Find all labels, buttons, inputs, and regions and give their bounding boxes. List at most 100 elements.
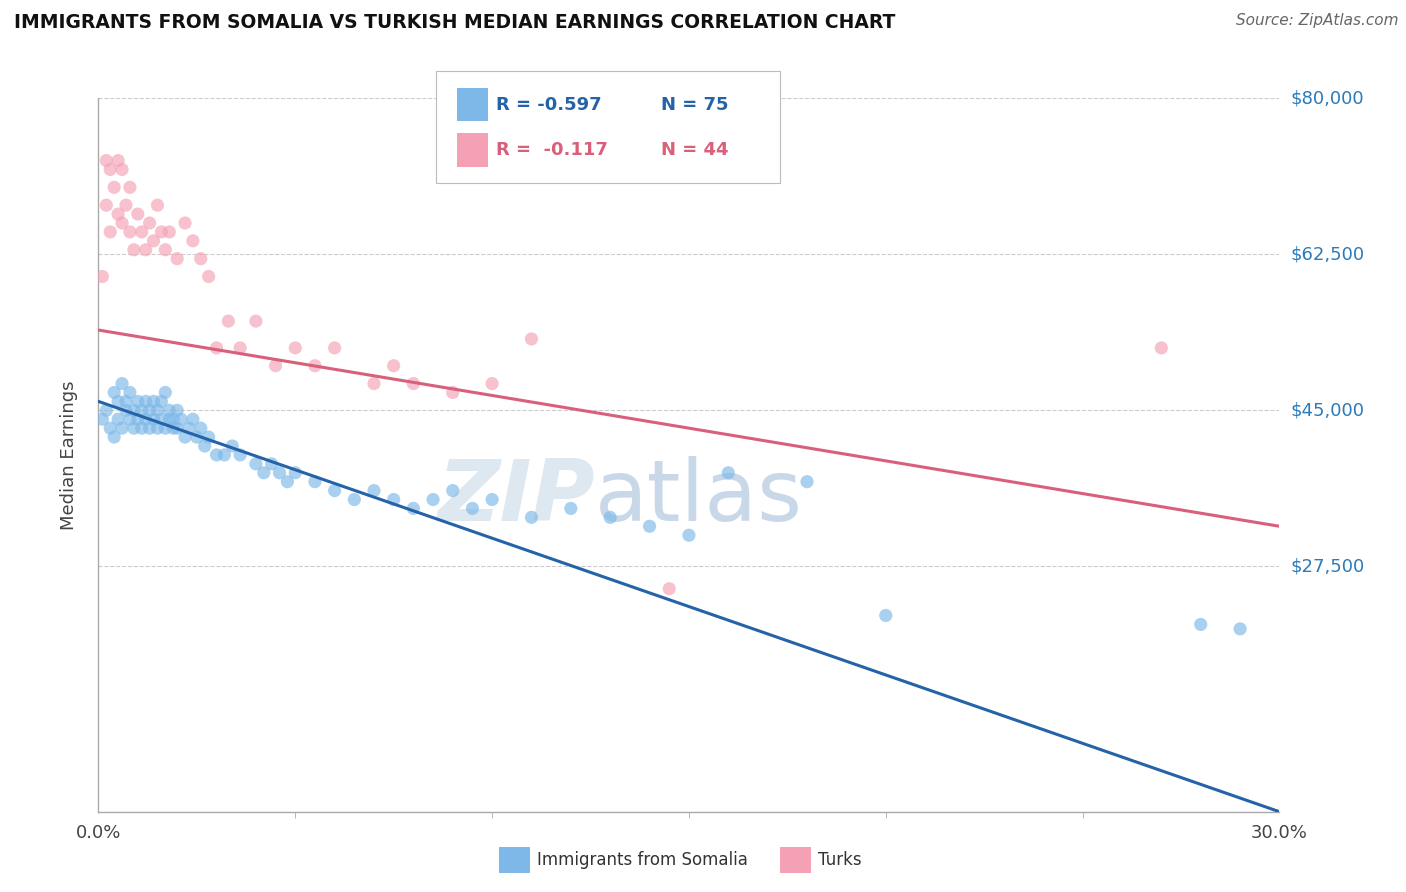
Point bbox=[98, 162, 121, 177]
Point bbox=[205, 341, 228, 355]
Point bbox=[157, 403, 180, 417]
Point bbox=[96, 403, 118, 417]
Point bbox=[131, 403, 153, 417]
Point bbox=[98, 225, 121, 239]
Point bbox=[177, 421, 200, 435]
Point bbox=[481, 376, 503, 391]
Point bbox=[103, 385, 125, 400]
Point bbox=[363, 483, 385, 498]
Point bbox=[122, 243, 145, 257]
Point bbox=[135, 243, 157, 257]
Text: R =  -0.117: R = -0.117 bbox=[496, 141, 609, 159]
Text: Source: ZipAtlas.com: Source: ZipAtlas.com bbox=[1236, 13, 1399, 29]
Point bbox=[103, 430, 125, 444]
Point bbox=[205, 448, 228, 462]
Text: $27,500: $27,500 bbox=[1291, 558, 1365, 575]
Point bbox=[150, 412, 173, 426]
Point bbox=[103, 180, 125, 194]
Point bbox=[599, 510, 621, 524]
Point bbox=[382, 492, 405, 507]
Point bbox=[304, 359, 326, 373]
Point bbox=[157, 225, 180, 239]
Point bbox=[422, 492, 444, 507]
Text: ZIP: ZIP bbox=[437, 456, 595, 540]
Point bbox=[214, 448, 236, 462]
Point bbox=[520, 510, 543, 524]
Point bbox=[245, 314, 267, 328]
Point bbox=[107, 394, 129, 409]
Point bbox=[127, 412, 149, 426]
Point bbox=[138, 421, 160, 435]
Point bbox=[118, 385, 141, 400]
Point bbox=[91, 412, 114, 426]
Point bbox=[96, 198, 118, 212]
Point bbox=[197, 269, 219, 284]
Point bbox=[181, 234, 204, 248]
Text: R = -0.597: R = -0.597 bbox=[496, 95, 602, 113]
Point bbox=[115, 198, 138, 212]
Point bbox=[1229, 622, 1251, 636]
Point bbox=[127, 207, 149, 221]
Point bbox=[135, 412, 157, 426]
Point bbox=[166, 252, 188, 266]
Point bbox=[142, 412, 165, 426]
Point bbox=[157, 412, 180, 426]
Point bbox=[229, 448, 252, 462]
Point bbox=[343, 492, 366, 507]
Point bbox=[138, 403, 160, 417]
Point bbox=[461, 501, 484, 516]
Point bbox=[382, 359, 405, 373]
Point bbox=[146, 198, 169, 212]
Point bbox=[441, 385, 464, 400]
Point bbox=[284, 341, 307, 355]
Point bbox=[166, 403, 188, 417]
Point bbox=[197, 430, 219, 444]
Point bbox=[1189, 617, 1212, 632]
Point bbox=[323, 341, 346, 355]
Point bbox=[162, 421, 184, 435]
Point bbox=[155, 243, 177, 257]
Point bbox=[190, 421, 212, 435]
Point bbox=[118, 412, 141, 426]
Y-axis label: Median Earnings: Median Earnings bbox=[59, 380, 77, 530]
Point bbox=[111, 421, 134, 435]
Point bbox=[170, 412, 193, 426]
Text: $62,500: $62,500 bbox=[1291, 245, 1365, 263]
Point bbox=[481, 492, 503, 507]
Point bbox=[796, 475, 818, 489]
Point bbox=[174, 216, 197, 230]
Point bbox=[304, 475, 326, 489]
Point bbox=[142, 234, 165, 248]
Point bbox=[221, 439, 243, 453]
Text: N = 75: N = 75 bbox=[661, 95, 728, 113]
Point bbox=[115, 394, 138, 409]
Point bbox=[658, 582, 681, 596]
Point bbox=[269, 466, 291, 480]
Point bbox=[115, 403, 138, 417]
Point bbox=[190, 252, 212, 266]
Point bbox=[229, 341, 252, 355]
Point bbox=[150, 225, 173, 239]
Point bbox=[91, 269, 114, 284]
Point bbox=[260, 457, 283, 471]
Point bbox=[560, 501, 582, 516]
Point bbox=[135, 394, 157, 409]
Point bbox=[284, 466, 307, 480]
Point bbox=[122, 421, 145, 435]
Point bbox=[276, 475, 298, 489]
Point bbox=[111, 162, 134, 177]
Point bbox=[245, 457, 267, 471]
Text: Turks: Turks bbox=[818, 851, 862, 869]
Point bbox=[111, 216, 134, 230]
Text: atlas: atlas bbox=[595, 456, 803, 540]
Point bbox=[96, 153, 118, 168]
Point bbox=[678, 528, 700, 542]
Point bbox=[150, 394, 173, 409]
Point bbox=[146, 403, 169, 417]
Point bbox=[111, 376, 134, 391]
Point bbox=[166, 421, 188, 435]
Point bbox=[162, 412, 184, 426]
Point bbox=[875, 608, 897, 623]
Point bbox=[107, 412, 129, 426]
Point bbox=[181, 412, 204, 426]
